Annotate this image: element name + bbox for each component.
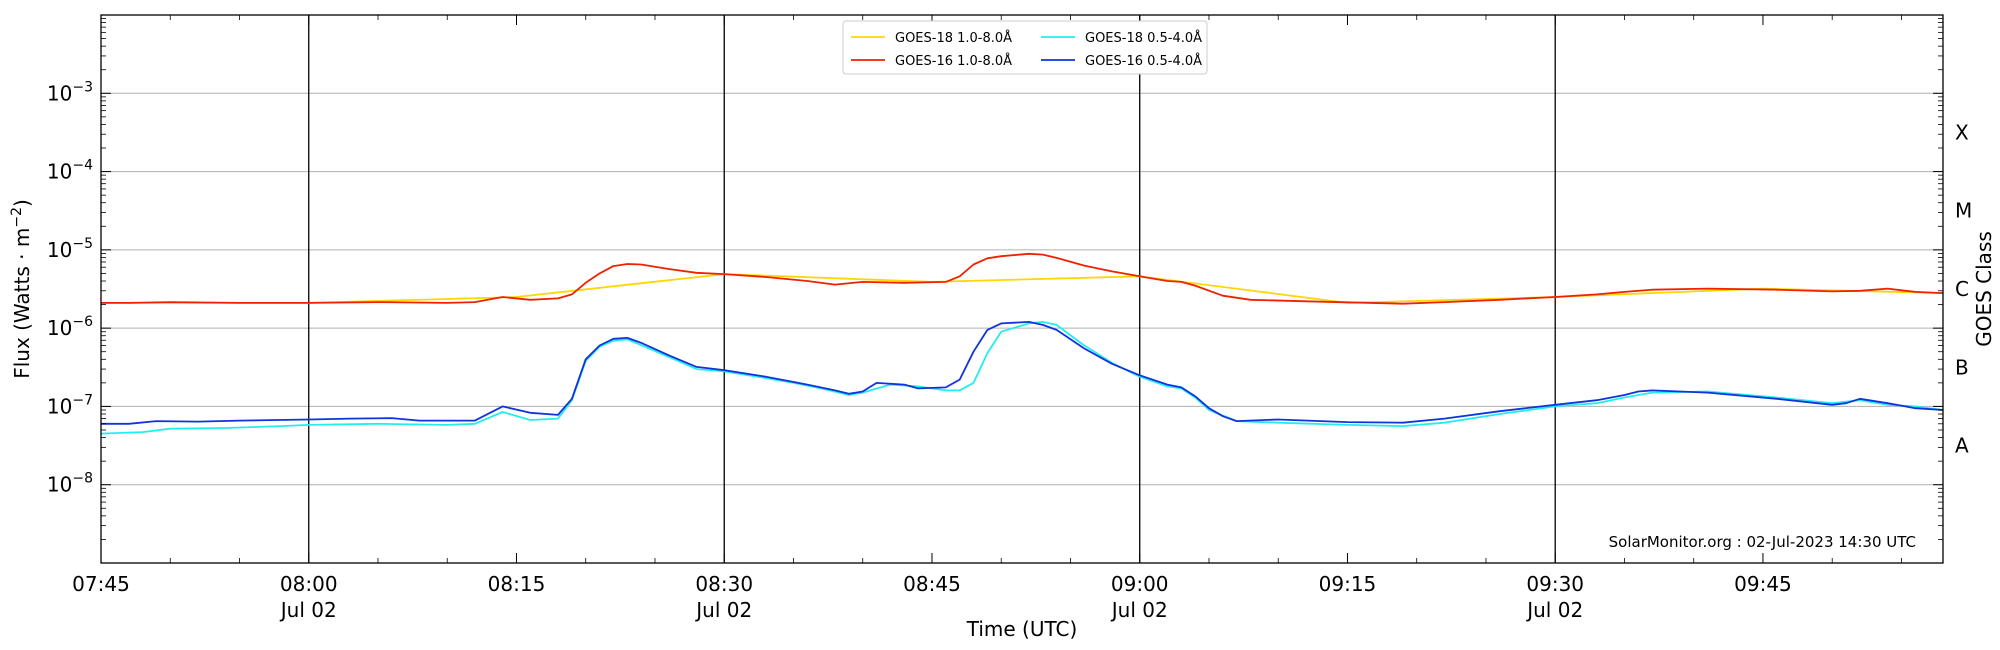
legend-label: GOES-18 0.5-4.0Å (1085, 30, 1202, 46)
vertical-lines-layer (308, 15, 1556, 563)
x-tick-date-label: Jul 02 (279, 598, 337, 622)
legend-label: GOES-18 1.0-8.0Å (895, 30, 1012, 46)
x-tick-label: 09:15 (1319, 572, 1377, 596)
grid-layer (101, 92, 1943, 486)
x-tick-date-label: Jul 02 (1525, 598, 1583, 622)
legend-label: GOES-16 0.5-4.0Å (1085, 53, 1202, 69)
plot-frame (100, 14, 1944, 564)
goes-class-labels: A B C M X (1955, 120, 1972, 457)
legend: GOES-18 1.0-8.0Å GOES-18 0.5-4.0Å GOES-16 … (842, 20, 1208, 75)
goes-class-label: M (1955, 199, 1972, 223)
x-tick-label: 08:45 (903, 572, 961, 596)
x-tick-label: 09:30 (1526, 572, 1584, 596)
series-layer (100, 252, 1944, 435)
series-line-2 (101, 252, 1944, 305)
legend-label: GOES-16 1.0-8.0Å (895, 53, 1012, 69)
goes-class-label: A (1955, 434, 1969, 458)
y-tick-label: 10−8 (47, 471, 93, 497)
goes-class-label: X (1955, 120, 1969, 144)
x-tick-date-label: Jul 02 (1110, 598, 1168, 622)
x-tick-label: 08:30 (695, 572, 753, 596)
series-line-3 (100, 320, 1944, 435)
y-tick-label: 10−5 (47, 236, 93, 262)
y-tick-label: 10−7 (47, 392, 93, 418)
series-line-1 (101, 273, 1944, 304)
x-tick-label: 09:00 (1111, 572, 1169, 596)
right-axis-title: GOES Class (1972, 231, 1996, 347)
legend-box (842, 20, 1208, 75)
goes-class-label: C (1955, 277, 1969, 301)
y-axis-title: Flux (Watts · m−2) (9, 199, 34, 379)
x-tick-label: 07:45 (72, 572, 130, 596)
x-tick-date-label: Jul 02 (694, 598, 752, 622)
x-tick-label: 08:00 (280, 572, 338, 596)
y-tick-label: 10−6 (47, 314, 93, 340)
y-axis-ticks: 10−8 10−7 10−6 10−5 10−4 10−3 (47, 18, 1943, 540)
goes-class-label: B (1955, 355, 1969, 379)
x-axis-title: Time (UTC) (966, 617, 1078, 641)
credit-text: SolarMonitor.org : 02-Jul-2023 14:30 UTC (1609, 533, 1916, 551)
x-tick-label: 09:45 (1734, 572, 1792, 596)
series-line-4 (101, 320, 1944, 425)
y-tick-label: 10−4 (47, 158, 93, 184)
x-tick-label: 08:15 (488, 572, 546, 596)
y-tick-label: 10−3 (47, 79, 93, 105)
